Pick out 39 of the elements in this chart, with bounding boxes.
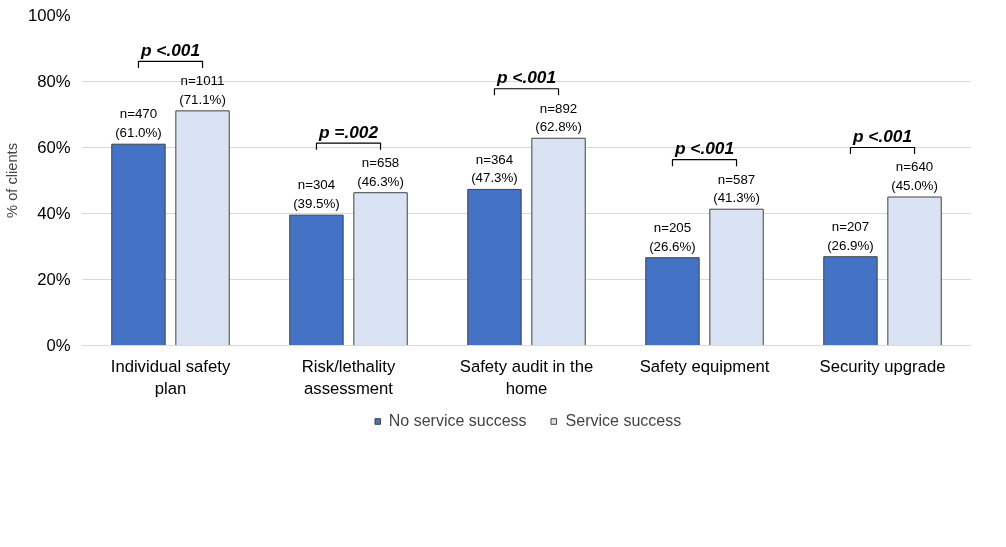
- bar: [353, 192, 408, 346]
- legend-label: No service success: [388, 412, 527, 430]
- bar: [887, 196, 942, 346]
- annotation: p <.001: [673, 138, 735, 159]
- annotation: p <.001: [139, 39, 201, 60]
- data-label: n=658 (46.3%): [357, 155, 404, 189]
- bar: [531, 137, 586, 346]
- data-label: n=587 (41.3%): [713, 171, 760, 206]
- x-tick-label: Individual safety plan: [110, 356, 231, 399]
- data-label: n=304 (39.5%): [293, 177, 340, 212]
- y-tick-label: 80%: [37, 72, 71, 91]
- x-tick-label: Security upgrade: [819, 356, 946, 376]
- bar: [289, 214, 344, 346]
- y-tick-label: 20%: [37, 270, 71, 289]
- y-axis-title: % of clients: [3, 143, 20, 218]
- y-tick-label: 100%: [27, 6, 71, 25]
- y-tick-label: 40%: [37, 204, 71, 223]
- bar: [111, 143, 166, 346]
- data-label: n=207 (26.9%): [827, 219, 874, 253]
- bar: [709, 208, 764, 346]
- legend-label: Service success: [565, 412, 682, 430]
- annotation: p <.001: [495, 67, 557, 88]
- data-label: n=470 (61.0%): [115, 106, 162, 141]
- data-label: n=364 (47.3%): [471, 151, 518, 186]
- bar: [645, 257, 700, 346]
- data-label: n=892 (62.8%): [535, 100, 582, 135]
- data-label: n=640 (45.0%): [891, 159, 938, 194]
- bar: [467, 188, 522, 346]
- annotation: p <.001: [851, 125, 913, 146]
- annotation: p =.002: [317, 121, 379, 142]
- data-label: n=1011 (71.1%): [179, 73, 226, 107]
- data-label: n=205 (26.6%): [649, 220, 696, 254]
- bar: [823, 256, 878, 346]
- x-tick-label: Risk/lethality assessment: [301, 356, 396, 399]
- y-tick-label: 0%: [46, 336, 71, 355]
- bar: [175, 110, 230, 346]
- y-tick-label: 60%: [37, 138, 71, 157]
- x-tick-label: Safety audit in the home: [459, 356, 594, 399]
- x-tick-label: Safety equipment: [639, 356, 770, 376]
